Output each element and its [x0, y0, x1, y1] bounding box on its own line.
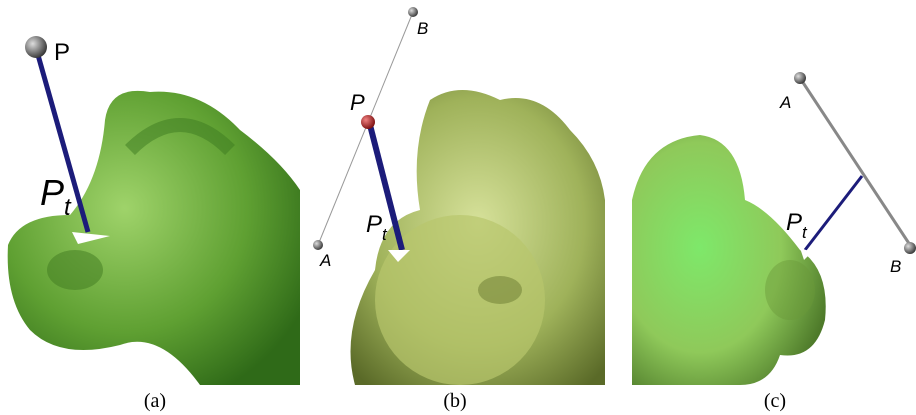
caption: (a)	[144, 390, 166, 412]
panel-c: A B Pt (c)	[632, 72, 916, 412]
endpoint-a-label: A	[319, 251, 331, 270]
caption: (b)	[443, 390, 466, 412]
endpoint-b	[904, 242, 916, 254]
figure: P Pt (a) B A P Pt (b) A B Pt (c)	[0, 0, 916, 415]
projection-line	[805, 176, 862, 250]
endpoint-a	[313, 240, 323, 250]
endpoint-a-label: A	[779, 93, 791, 112]
model-nostril	[765, 260, 815, 320]
model	[632, 135, 826, 385]
segment	[800, 78, 912, 248]
endpoint-b-label: B	[890, 257, 901, 276]
point-label: P	[350, 90, 365, 115]
projected-sub: t	[802, 223, 808, 242]
model-nostril	[478, 276, 522, 304]
endpoint-a	[794, 72, 806, 84]
point-label: P	[54, 39, 70, 66]
projected-main: P	[40, 172, 64, 213]
panel-b: B A P Pt (b)	[313, 7, 605, 412]
point	[361, 115, 375, 129]
projected-label: Pt	[40, 172, 72, 221]
endpoint-b-label: B	[417, 19, 428, 38]
projected-main: P	[366, 211, 382, 238]
point	[25, 36, 47, 58]
panel-a: P Pt (a)	[8, 36, 300, 412]
projected-label: Pt	[366, 211, 388, 244]
model-nostril	[47, 250, 103, 290]
projected-main: P	[786, 209, 802, 236]
endpoint-b	[408, 7, 418, 17]
caption: (c)	[764, 390, 786, 412]
